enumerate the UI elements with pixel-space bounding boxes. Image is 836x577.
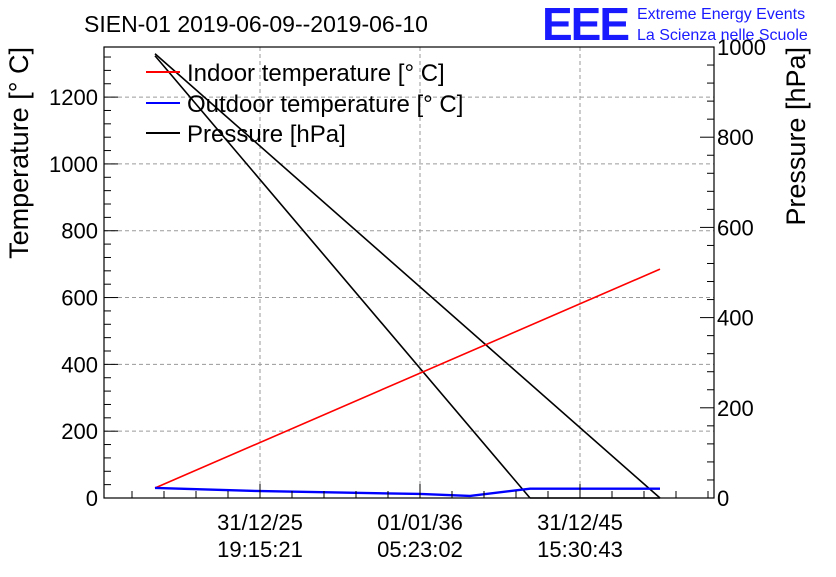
x-tick-date: 31/12/25 — [217, 510, 303, 535]
x-tick-time: 19:15:21 — [217, 537, 303, 562]
x-tick-time: 05:23:02 — [377, 537, 463, 562]
y2-tick-label: 400 — [717, 306, 754, 331]
y-tick-label: 800 — [61, 219, 98, 244]
x-tick-date: 31/12/45 — [537, 510, 623, 535]
y2-tick-label: 1000 — [717, 35, 766, 60]
eee-logo: EEE — [542, 0, 628, 50]
chart-title: SIEN-01 2019-06-09--2019-06-10 — [84, 11, 428, 37]
y2-tick-label: 0 — [717, 486, 729, 511]
axis-layer: 0 200 400 600 800 1000 1200 0 200 400 600 800 1000 31… — [49, 35, 766, 562]
y-tick-label: 600 — [61, 286, 98, 311]
series-line-indoor — [154, 268, 661, 489]
legend-label-indoor: Indoor temperature [° C] — [187, 60, 445, 87]
legend-label-pressure: Pressure [hPa] — [187, 121, 346, 148]
series-line-pressure-drop — [154, 55, 531, 499]
x-tick-date: 01/01/36 — [377, 510, 463, 535]
legend: Indoor temperature [° C] Outdoor tempera… — [146, 60, 463, 148]
y-tick-label: 400 — [61, 352, 98, 377]
branding-line-2: La Scienza nelle Scuole — [637, 27, 808, 44]
y2-tick-label: 600 — [717, 215, 754, 240]
legend-label-outdoor: Outdoor temperature [° C] — [187, 91, 463, 118]
x-tick-time: 15:30:43 — [537, 537, 623, 562]
y-tick-label: 1000 — [49, 152, 98, 177]
y-tick-label: 1200 — [49, 85, 98, 110]
plot-frame — [103, 46, 715, 499]
series-line-pressure — [154, 53, 661, 499]
y-tick-label: 0 — [86, 486, 98, 511]
branding: EEE Extreme Energy Events La Scienza nel… — [542, 0, 808, 50]
grid-layer — [104, 47, 714, 498]
y2-tick-label: 800 — [717, 125, 754, 150]
y-tick-label: 200 — [61, 419, 98, 444]
series-line-outdoor — [154, 486, 660, 498]
y2-tick-label: 200 — [717, 396, 754, 421]
y-axis-title: Temperature [° C] — [4, 47, 34, 259]
y2-axis-title: Pressure [hPa] — [781, 47, 811, 226]
branding-line-1: Extreme Energy Events — [637, 6, 805, 23]
series-layer — [154, 53, 661, 499]
